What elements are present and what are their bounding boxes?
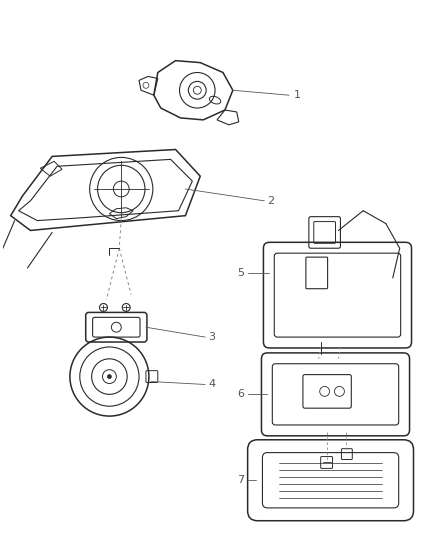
Text: 2: 2 [267,196,275,206]
Text: 6: 6 [238,390,245,399]
Text: 5: 5 [238,268,245,278]
Text: 4: 4 [208,379,215,390]
Circle shape [107,375,111,378]
Text: 7: 7 [237,475,245,485]
Text: 1: 1 [294,90,301,100]
Text: 3: 3 [208,332,215,342]
